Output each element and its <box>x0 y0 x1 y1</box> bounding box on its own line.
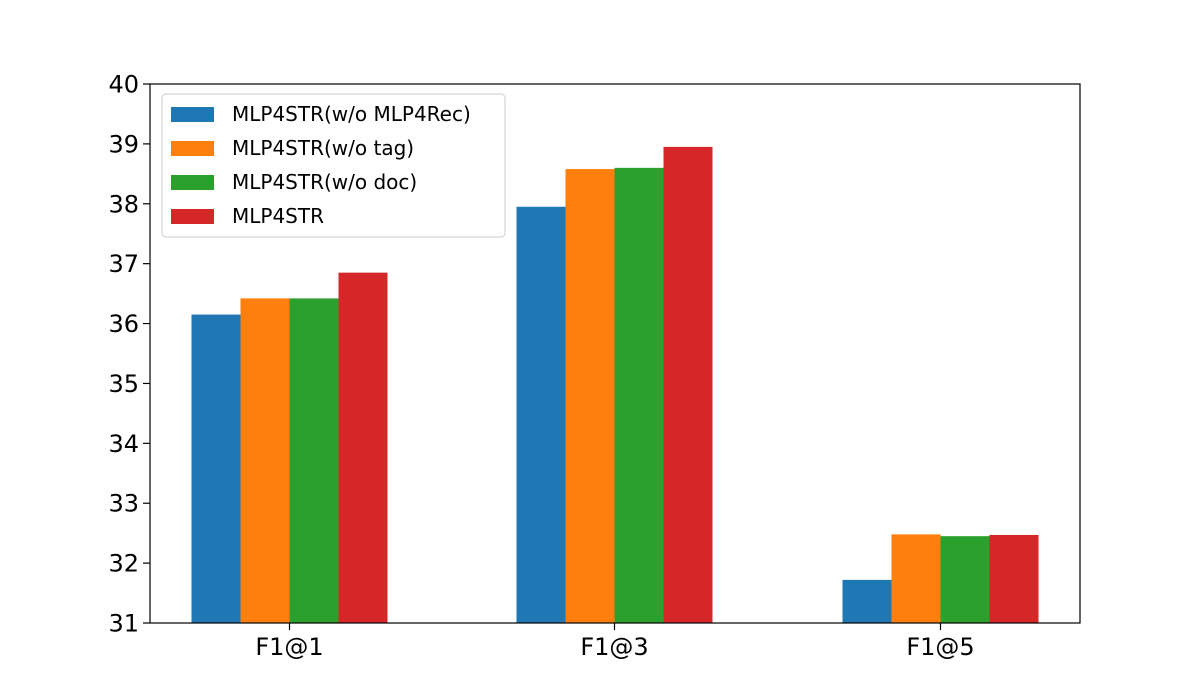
bar-1-3 <box>663 146 713 623</box>
y-tick-label-9: 40 <box>108 71 139 99</box>
y-tick-label-7: 38 <box>108 190 139 218</box>
y-tick-label-2: 33 <box>108 490 139 518</box>
bar-1-0 <box>516 206 566 623</box>
legend-box <box>161 93 506 238</box>
y-tick-label-6: 37 <box>108 250 139 278</box>
legend-label-0: MLP4STR(w/o MLP4Rec) <box>232 102 471 126</box>
bar-0-2 <box>289 298 339 623</box>
bar-2-1 <box>891 534 941 623</box>
bar-2-3 <box>989 534 1039 623</box>
legend-swatch-3 <box>171 209 214 224</box>
legend-label-3: MLP4STR <box>232 204 324 228</box>
y-tick-label-5: 36 <box>108 310 139 338</box>
legend-label-2: MLP4STR(w/o doc) <box>232 170 417 194</box>
x-tick-label-0: F1@1 <box>255 633 323 661</box>
legend-swatch-0 <box>171 107 214 122</box>
legend: MLP4STR(w/o MLP4Rec) MLP4STR(w/o tag) MLP4… <box>161 93 506 238</box>
axes-layer: 31 32 33 34 35 36 37 38 39 40 F1@1 F1@3 F1@5 <box>108 71 1081 661</box>
legend-swatch-1 <box>171 141 214 156</box>
x-tick-label-1: F1@3 <box>580 633 648 661</box>
legend-label-1: MLP4STR(w/o tag) <box>232 136 414 160</box>
bars-layer <box>191 146 1039 623</box>
y-tick-label-8: 39 <box>108 130 139 158</box>
x-tick-label-2: F1@5 <box>906 633 974 661</box>
bar-0-1 <box>240 298 290 623</box>
y-tick-label-3: 34 <box>108 430 139 458</box>
bar-0-3 <box>338 272 388 623</box>
legend-swatch-2 <box>171 175 214 190</box>
bar-0-0 <box>191 314 241 623</box>
y-tick-label-1: 32 <box>108 550 139 578</box>
bar-2-0 <box>842 579 892 623</box>
bar-1-2 <box>614 167 664 623</box>
bar-2-2 <box>940 536 990 623</box>
y-tick-label-0: 31 <box>108 610 139 638</box>
bar-1-1 <box>565 169 615 623</box>
y-tick-label-4: 35 <box>108 370 139 398</box>
